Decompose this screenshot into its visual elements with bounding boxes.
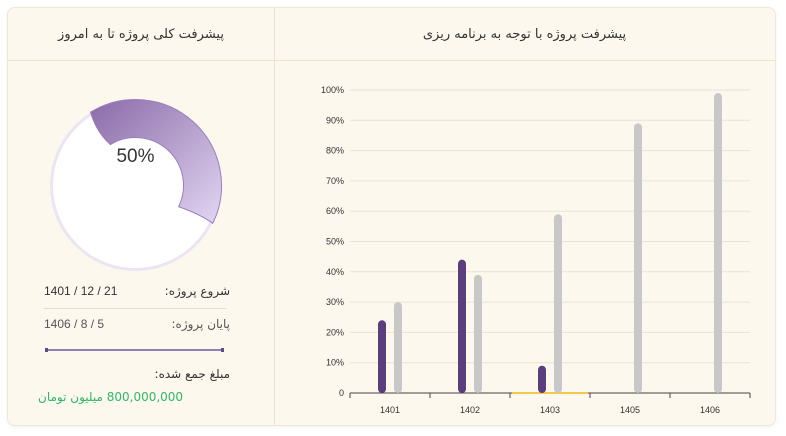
x-tick-label: 1405 (620, 405, 640, 415)
overall-progress-title: پیشرفت کلی پروژه تا به امروز (8, 8, 274, 61)
planned-progress-bar (714, 93, 722, 393)
planned-progress-bar (394, 302, 402, 393)
progress-percent-text: 50% (116, 146, 155, 167)
actual-progress-bar (458, 259, 466, 393)
date-range-bar (45, 348, 224, 352)
y-tick-label: 90% (326, 115, 344, 125)
planned-progress-bar (474, 274, 482, 393)
x-tick-label: 1401 (380, 405, 400, 415)
start-date-label: شروع پروژه: (164, 284, 230, 298)
dashboard-card: پیشرفت کلی پروژه تا به امروز 50% 1401 / … (7, 7, 776, 426)
y-tick-label: 60% (326, 206, 344, 216)
divider (44, 308, 226, 309)
y-tick-label: 20% (326, 327, 344, 337)
y-tick-label: 70% (326, 176, 344, 186)
collected-amount-label: مبلغ جمع شده: (154, 367, 230, 381)
y-tick-label: 10% (326, 358, 344, 368)
y-tick-label: 80% (326, 146, 344, 156)
end-date-row: 1406 / 8 / 5 پایان پروژه: (44, 310, 230, 338)
x-tick-label: 1402 (460, 405, 480, 415)
y-tick-label: 30% (326, 297, 344, 307)
y-tick-label: 100% (321, 85, 344, 95)
y-tick-label: 50% (326, 237, 344, 247)
actual-progress-bar (378, 320, 386, 393)
collected-amount-value: 800,000,000 میلیون تومان (38, 390, 184, 404)
progress-arc (89, 99, 222, 225)
y-tick-label: 0 (339, 388, 344, 398)
progress-donut (50, 99, 222, 271)
planned-progress-title: پیشرفت پروژه با توجه به برنامه ریزی (274, 8, 775, 61)
progress-bar-chart: 0 10% 20% 30% 40% 50% 60% 70% 80% 90% 100% 1401 1402… (321, 85, 751, 415)
planned-progress-bar (554, 214, 562, 393)
overall-progress-panel: پیشرفت کلی پروژه تا به امروز 50% 1401 / … (8, 8, 275, 425)
x-tick-label: 1406 (700, 405, 720, 415)
end-date-label: پایان پروژه: (171, 317, 231, 331)
actual-progress-bar (538, 365, 546, 393)
planned-progress-panel: پیشرفت پروژه با توجه به برنامه ریزی 0 10%… (274, 8, 775, 425)
start-date-value: 1401 / 12 / 21 (44, 284, 118, 298)
start-date-row: 1401 / 12 / 21 شروع پروژه: (44, 277, 230, 305)
y-tick-label: 40% (326, 267, 344, 277)
planned-progress-bar (634, 123, 642, 393)
x-tick-label: 1403 (540, 405, 560, 415)
end-date-value: 1406 / 8 / 5 (44, 317, 105, 331)
